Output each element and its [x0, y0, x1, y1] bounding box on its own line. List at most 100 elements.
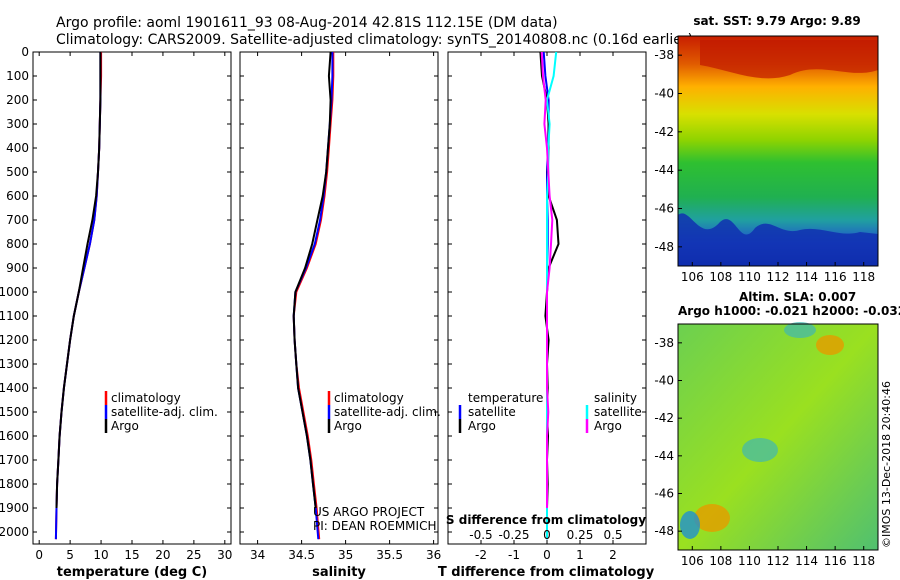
x-tick-label: 35	[338, 548, 353, 562]
difference-panel: -2 -1 0 1 2 T difference from climatology S …	[438, 51, 655, 580]
series-line-satellite-adj-clim-	[292, 52, 334, 540]
depth-tick-label: 1000	[0, 285, 29, 299]
map-y-tick-label: -40	[654, 374, 674, 388]
map-x-tick-label: 108	[709, 554, 732, 568]
map-x-tick-label: 106	[681, 554, 704, 568]
depth-tick-label: 100	[6, 69, 29, 83]
sla-map-axes: 106 108 110 112 114 116 118 -38 -40 -42 -44 -46 -48	[654, 336, 875, 568]
map-y-tick-label: -42	[654, 411, 674, 425]
map-y-tick-label: -48	[654, 524, 674, 538]
s-tick-label: -0.5	[469, 528, 492, 542]
x-tick-label: 15	[124, 548, 139, 562]
depth-tick-label: 200	[6, 93, 29, 107]
x-tick-label: 20	[155, 548, 170, 562]
depth-tick-label: 1700	[0, 453, 29, 467]
legend-argo-label: Argo	[334, 419, 362, 433]
salinity-legend: climatology satellite-adj. clim. Argo	[327, 391, 441, 433]
x-tick-label: 1	[576, 548, 584, 562]
legend-temp-argo-label: Argo	[468, 419, 496, 433]
depth-tick-label: 0	[21, 45, 29, 59]
s-tick-label: 0	[543, 528, 551, 542]
map-y-tick-label: -46	[654, 202, 674, 216]
legend-satellite-label: satellite-adj. clim.	[111, 405, 218, 419]
depth-tick-label: 1800	[0, 477, 29, 491]
x-tick-label: 5	[66, 548, 74, 562]
x-tick-label: 34	[250, 548, 265, 562]
depth-tick-label: 1500	[0, 405, 29, 419]
legend-sal-satellite-label: satellite	[594, 405, 642, 419]
s-tick-label: -0.25	[498, 528, 529, 542]
map-x-tick-label: 118	[852, 554, 875, 568]
depth-tick-label: 1900	[0, 501, 29, 515]
legend-climatology-label: climatology	[334, 391, 404, 405]
map-x-tick-label: 106	[681, 270, 704, 284]
pi-credit: PI: DEAN ROEMMICH	[313, 519, 436, 533]
map-y-tick-label: -48	[654, 240, 674, 254]
map-x-tick-label: 112	[767, 554, 790, 568]
s-tick-label: 0.25	[567, 528, 594, 542]
x-tick-label: -2	[475, 548, 487, 562]
salinity-axes-frame	[239, 51, 439, 545]
sla-high-anomaly	[694, 504, 730, 532]
sla-map-subtitle: Argo h1000: -0.021 h2000: -0.032	[678, 304, 900, 318]
map-x-tick-label: 110	[738, 270, 761, 284]
t-difference-xlabel: T difference from climatology	[438, 565, 655, 580]
temperature-lines	[54, 52, 103, 540]
temperature-x-axis: 0 5 10 15 20 25 30	[35, 52, 232, 562]
map-y-tick-label: -44	[654, 449, 674, 463]
series-line-climatology	[292, 52, 335, 540]
depth-tick-label: 400	[6, 141, 29, 155]
sla-low-anomaly	[742, 438, 778, 462]
s-tick-label: 0.5	[603, 528, 622, 542]
depth-tick-label: 600	[6, 189, 29, 203]
depth-tick-label: 900	[6, 261, 29, 275]
map-y-tick-label: -38	[654, 336, 674, 350]
map-x-tick-label: 118	[852, 270, 875, 284]
legend-temp-satellite-label: satellite	[468, 405, 516, 419]
series-line-argo	[55, 52, 102, 509]
legend-argo-label: Argo	[111, 419, 139, 433]
temperature-legend: climatology satellite-adj. clim. Argo	[104, 391, 218, 433]
sla-high-anomaly	[816, 335, 844, 355]
sla-low-anomaly	[784, 322, 816, 338]
map-x-tick-label: 116	[824, 270, 847, 284]
x-tick-label: -1	[508, 548, 520, 562]
x-tick-label: 34.5	[288, 548, 315, 562]
imos-credit: ©IMOS 13-Dec-2018 20:40:46	[880, 381, 893, 548]
map-y-tick-label: -44	[654, 163, 674, 177]
depth-tick-label: 2000	[0, 525, 29, 539]
temperature-axes-frame	[32, 51, 232, 545]
series-line-argo	[292, 51, 332, 509]
temperature-xlabel: temperature (deg C)	[57, 565, 207, 580]
series-line-argo	[540, 51, 554, 508]
depth-tick-label: 800	[6, 237, 29, 251]
x-tick-label: 30	[217, 548, 232, 562]
depth-axis: 0 100 200 300 400 500 600 700 800 900 1000 1100 1200…	[0, 45, 646, 539]
project-credit: US ARGO PROJECT	[313, 505, 425, 519]
legend-sal-argo-label: Argo	[594, 419, 622, 433]
difference-x-axis: -2 -1 0 1 2	[475, 52, 617, 562]
depth-tick-label: 700	[6, 213, 29, 227]
sla-map: Altim. SLA: 0.007 Argo h1000: -0.021 h20…	[654, 290, 900, 568]
depth-tick-label: 1600	[0, 429, 29, 443]
map-y-tick-label: -38	[654, 48, 674, 62]
map-x-tick-label: 110	[738, 554, 761, 568]
s-difference-x-axis: -0.5 -0.25 0 0.25 0.5	[469, 528, 622, 542]
x-tick-label: 25	[186, 548, 201, 562]
salinity-lines	[292, 51, 335, 540]
legend-salinity-title: salinity	[594, 391, 637, 405]
x-tick-label: 0	[543, 548, 551, 562]
legend-climatology-label: climatology	[111, 391, 181, 405]
map-x-tick-label: 114	[795, 270, 818, 284]
salinity-x-axis: 34 34.5 35 35.5 36	[250, 52, 441, 562]
legend-satellite-label: satellite-adj. clim.	[334, 405, 441, 419]
header-line-2: Climatology: CARS2009. Satellite-adjuste…	[56, 32, 693, 48]
header-line-1: Argo profile: aoml 1901611_93 08-Aug-201…	[56, 15, 558, 31]
x-tick-label: 35.5	[376, 548, 403, 562]
salinity-panel: 34 34.5 35 35.5 36 salinity climatology sate…	[239, 51, 441, 580]
salinity-xlabel: salinity	[312, 565, 366, 580]
map-y-tick-label: -46	[654, 487, 674, 501]
depth-tick-label: 1400	[0, 381, 29, 395]
sst-map-cold-water	[678, 213, 878, 266]
